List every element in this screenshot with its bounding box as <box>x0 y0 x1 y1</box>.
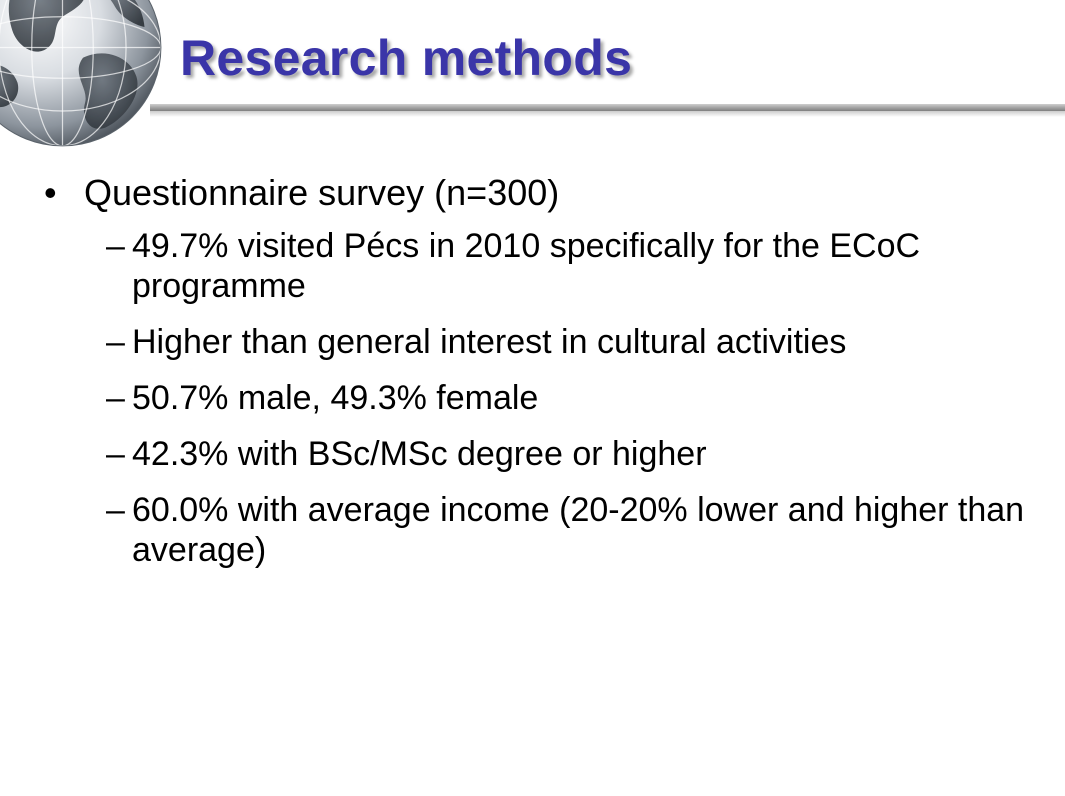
globe-icon <box>0 0 162 147</box>
sub-marker: – <box>106 379 125 417</box>
sub-marker: – <box>106 491 125 529</box>
sub-marker: – <box>106 227 125 265</box>
sub-text: Higher than general interest in cultural… <box>132 323 847 361</box>
sub-item: – Higher than general interest in cultur… <box>106 322 1026 362</box>
slide-content: • Questionnaire survey (n=300) – 49.7% v… <box>44 168 1034 586</box>
sub-text: 60.0% with average income (20-20% lower … <box>132 491 1025 569</box>
sub-item: – 50.7% male, 49.3% female <box>106 378 1026 418</box>
bullet-item: • Questionnaire survey (n=300) <box>44 168 1034 218</box>
sub-text: 50.7% male, 49.3% female <box>132 379 539 417</box>
bullet-text: Questionnaire survey (n=300) <box>84 172 560 213</box>
slide-title: Research methods <box>180 30 633 86</box>
header-rule <box>150 104 1065 111</box>
sub-marker: – <box>106 435 125 473</box>
sub-marker: – <box>106 323 125 361</box>
sub-item: – 60.0% with average income (20-20% lowe… <box>106 490 1026 570</box>
sub-text: 49.7% visited Pécs in 2010 specifically … <box>132 227 921 305</box>
sub-item: – 42.3% with BSc/MSc degree or higher <box>106 434 1026 474</box>
sub-text: 42.3% with BSc/MSc degree or higher <box>132 435 707 473</box>
sub-item: – 49.7% visited Pécs in 2010 specificall… <box>106 226 1026 306</box>
bullet-marker: • <box>44 172 57 213</box>
header-rule-shadow <box>150 111 1065 117</box>
sub-list: – 49.7% visited Pécs in 2010 specificall… <box>44 226 1034 570</box>
